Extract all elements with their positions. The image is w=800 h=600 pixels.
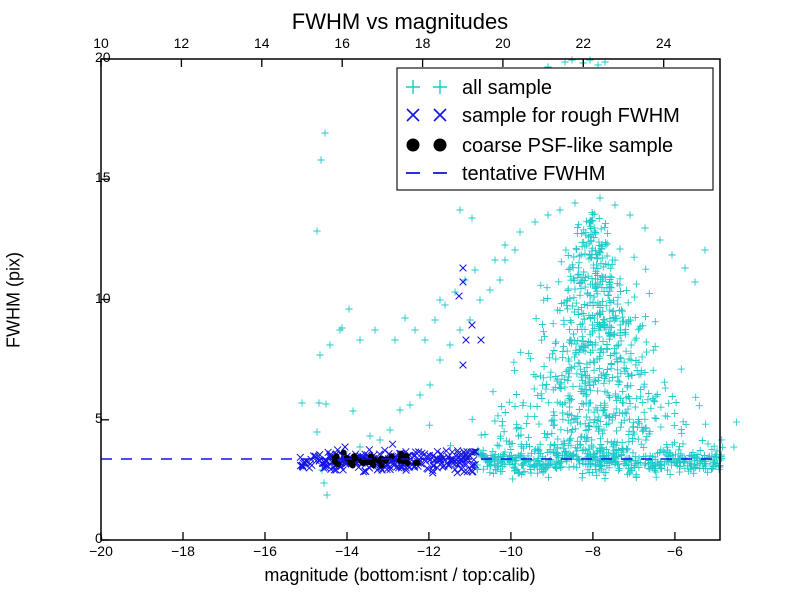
svg-text:tentative FWHM: tentative FWHM (462, 163, 605, 185)
svg-text:coarse PSF-like sample: coarse PSF-like sample (462, 135, 673, 157)
svg-text:all sample: all sample (462, 77, 552, 99)
svg-text:sample for rough FWHM: sample for rough FWHM (462, 105, 680, 127)
